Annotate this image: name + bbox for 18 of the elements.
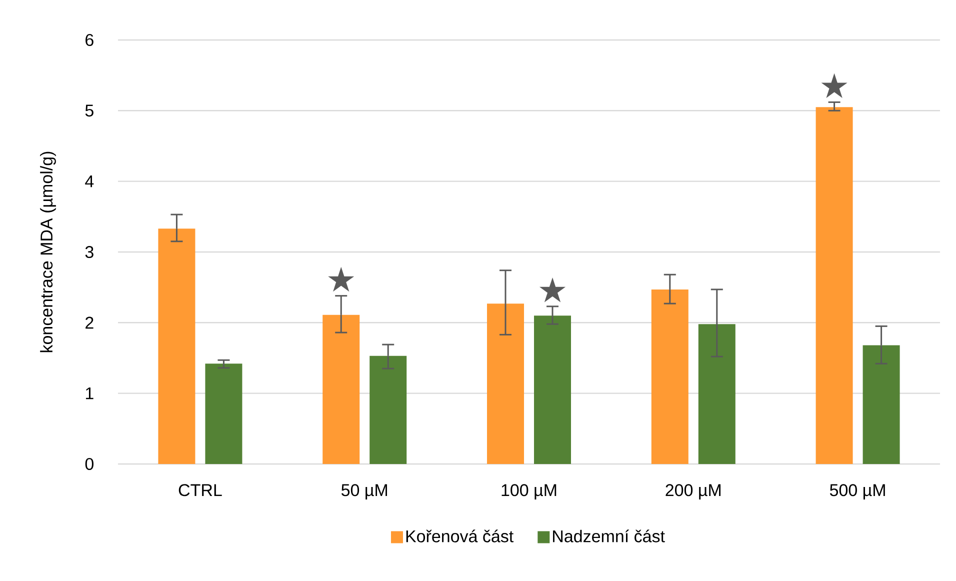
y-axis-title: koncentrace MDA (µmol/g) — [40, 152, 56, 352]
legend-label: Nadzemní část — [553, 530, 665, 542]
x-tick-label: 100 µM — [502, 484, 556, 500]
y-tick-label: 6 — [86, 34, 94, 46]
y-tick-label: 5 — [85, 104, 94, 117]
x-tick-label: CTRL — [178, 484, 222, 496]
legend-label: Kořenová část — [406, 530, 514, 542]
annotation: ★ — [821, 73, 848, 98]
y-tick-label: 0 — [85, 458, 94, 470]
annotation: ★ — [328, 266, 354, 292]
x-tick-label: 50 µM — [341, 484, 387, 500]
y-tick-label: 4 — [85, 175, 94, 188]
y-tick-label: 2 — [86, 316, 94, 329]
annotation: ★ — [539, 277, 566, 302]
y-tick-label: 1 — [86, 387, 94, 400]
x-tick-label: 500 µM — [830, 484, 885, 500]
y-tick-label: 3 — [85, 246, 94, 258]
x-tick-label: 200 µM — [666, 484, 720, 500]
